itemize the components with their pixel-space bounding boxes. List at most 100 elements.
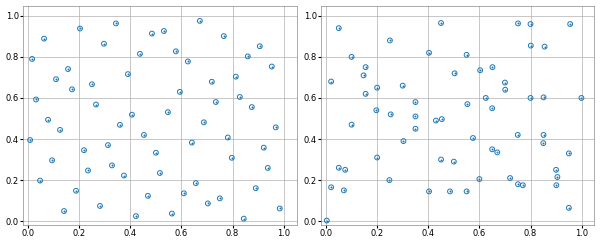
Point [526, 22, 535, 26]
Point [373, 86, 382, 90]
Point [436, 158, 446, 162]
Point [500, 81, 510, 84]
Point [322, 219, 332, 223]
Point [25, 138, 35, 142]
Point [326, 80, 336, 83]
Point [207, 80, 217, 84]
Point [179, 191, 188, 195]
Point [255, 44, 265, 48]
Point [211, 100, 221, 104]
Point [431, 119, 441, 122]
Point [139, 133, 149, 137]
Point [449, 160, 458, 163]
Point [155, 171, 165, 175]
Point [424, 51, 434, 55]
Point [135, 52, 145, 56]
Point [326, 80, 336, 83]
Point [187, 141, 197, 144]
Point [115, 123, 125, 127]
Point [171, 49, 181, 53]
Point [219, 34, 229, 38]
Point [243, 54, 253, 58]
Point [179, 191, 188, 195]
Point [463, 102, 472, 106]
Point [551, 183, 561, 187]
Point [263, 166, 272, 170]
Point [35, 179, 45, 183]
Point [183, 60, 193, 63]
Point [513, 182, 523, 186]
Point [195, 19, 205, 23]
Point [462, 53, 472, 57]
Point [347, 123, 356, 127]
Point [123, 72, 133, 76]
Point [47, 158, 57, 162]
Point [398, 84, 407, 88]
Point [39, 37, 49, 41]
Point [373, 156, 382, 160]
Point [339, 188, 349, 192]
Point [63, 67, 73, 71]
Point [436, 21, 446, 25]
Point [551, 168, 561, 172]
Point [259, 146, 269, 150]
Point [386, 112, 395, 116]
Point [500, 88, 510, 92]
Point [163, 110, 173, 114]
Point [247, 105, 257, 109]
Point [539, 95, 548, 99]
Point [167, 212, 176, 215]
Point [488, 65, 497, 69]
Point [526, 44, 536, 48]
Point [55, 128, 65, 132]
Point [159, 29, 169, 33]
Point [553, 175, 562, 179]
Point [539, 141, 548, 145]
Point [410, 114, 420, 118]
Point [334, 26, 344, 30]
Point [487, 106, 497, 110]
Point [513, 133, 523, 137]
Point [553, 175, 562, 179]
Point [493, 151, 502, 154]
Point [147, 32, 157, 36]
Point [334, 26, 344, 30]
Point [481, 96, 491, 100]
Point [25, 138, 35, 142]
Point [123, 72, 133, 76]
Point [518, 183, 527, 187]
Point [155, 171, 165, 175]
Point [487, 147, 497, 151]
Point [410, 127, 420, 131]
Point [67, 87, 77, 91]
Point [239, 217, 248, 221]
Point [340, 168, 350, 172]
Point [347, 123, 356, 127]
Point [171, 49, 181, 53]
Point [147, 32, 157, 36]
Point [199, 120, 209, 124]
Point [91, 102, 101, 106]
Point [191, 181, 200, 185]
Point [47, 158, 57, 162]
Point [159, 29, 169, 33]
Point [31, 98, 41, 102]
Point [513, 182, 523, 186]
Point [359, 73, 368, 77]
Point [63, 67, 73, 71]
Point [386, 112, 395, 116]
Point [398, 139, 408, 143]
Point [95, 204, 105, 208]
Point [431, 119, 441, 122]
Point [103, 143, 113, 147]
Point [87, 82, 97, 86]
Point [361, 92, 370, 96]
Point [99, 42, 109, 46]
Point [577, 96, 586, 100]
Point [207, 80, 217, 84]
Point [371, 108, 381, 112]
Point [326, 185, 336, 189]
Point [99, 42, 109, 46]
Point [445, 189, 455, 193]
Point [437, 117, 446, 121]
